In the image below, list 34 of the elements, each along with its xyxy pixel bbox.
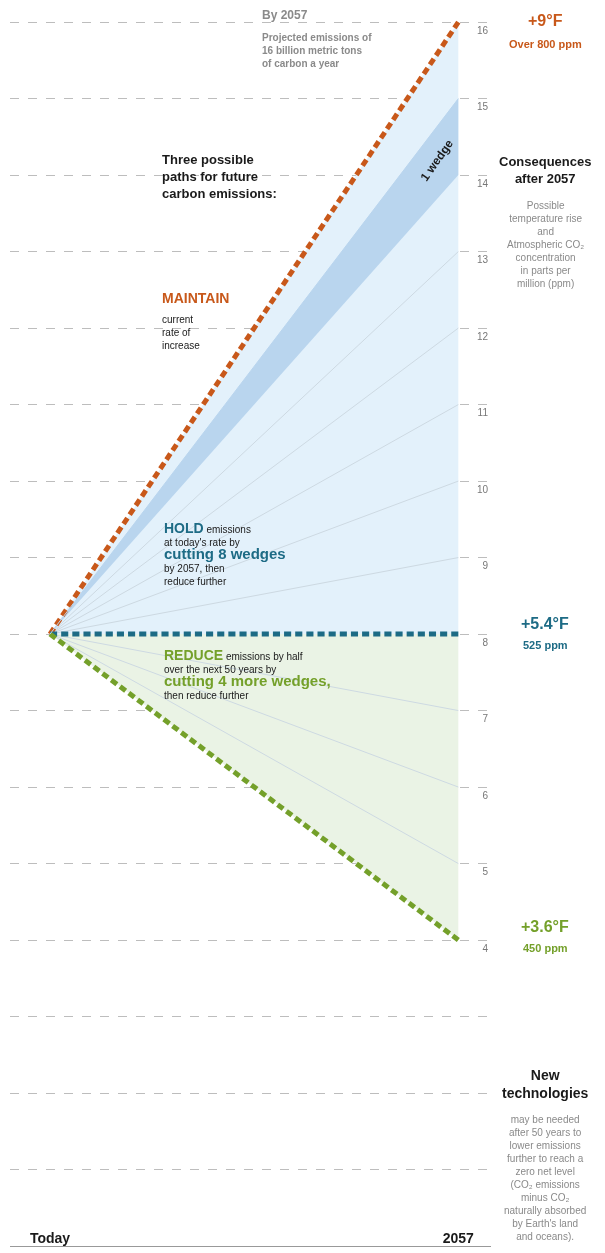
y-tick-label: 9: [482, 560, 489, 572]
text: MAINTAIN: [162, 290, 230, 306]
text: may be needed after 50 years to lower emissions further to reach a zero net level (CO₂ emissions minus CO₂ naturally absorbed by Earth's land and oceans).: [504, 1114, 587, 1242]
annotation: then reduce further: [164, 690, 250, 701]
x-tick-label: Today: [29, 1230, 71, 1246]
annotation: +3.6°F: [521, 918, 569, 935]
y-tick-label: 13: [476, 254, 489, 266]
annotation: By 2057: [262, 8, 308, 22]
annotation: +5.4°F: [521, 615, 569, 632]
annotation: +9°F: [528, 12, 563, 29]
y-tick-label: 6: [482, 789, 489, 801]
annotation: 450 ppm: [523, 942, 568, 954]
y-tick-label: 7: [482, 713, 489, 725]
y-tick-label: 4: [482, 942, 489, 954]
text: REDUCE: [164, 647, 224, 663]
annotation: 525 ppm: [523, 639, 568, 651]
annotation: Over 800 ppm: [509, 38, 582, 50]
y-tick-label: 12: [476, 330, 489, 342]
y-tick-label: 16: [476, 24, 489, 36]
annotation: Consequences after 2057: [499, 154, 592, 186]
y-tick-label: 11: [477, 407, 489, 419]
annotation: Three possible paths for future carbon emissions:: [162, 152, 277, 201]
annotation: by 2057, then reduce further: [164, 563, 227, 587]
annotation: New technologies: [502, 1067, 589, 1102]
y-tick-label: 14: [476, 177, 489, 189]
y-tick-label: 15: [476, 101, 489, 113]
y-tick-label: 10: [476, 483, 489, 495]
x-tick-label: 2057: [442, 1230, 475, 1246]
text: HOLD: [164, 520, 204, 536]
y-tick-label: 5: [482, 866, 489, 878]
y-tick-label: 8: [482, 636, 489, 648]
annotation: current rate of increase: [162, 314, 201, 351]
annotation: Possible temperature rise and Atmospheric CO₂ concentration in parts per million (ppm): [507, 200, 585, 289]
annotation: Projected emissions of 16 billion metric tons of carbon a year: [262, 32, 373, 69]
